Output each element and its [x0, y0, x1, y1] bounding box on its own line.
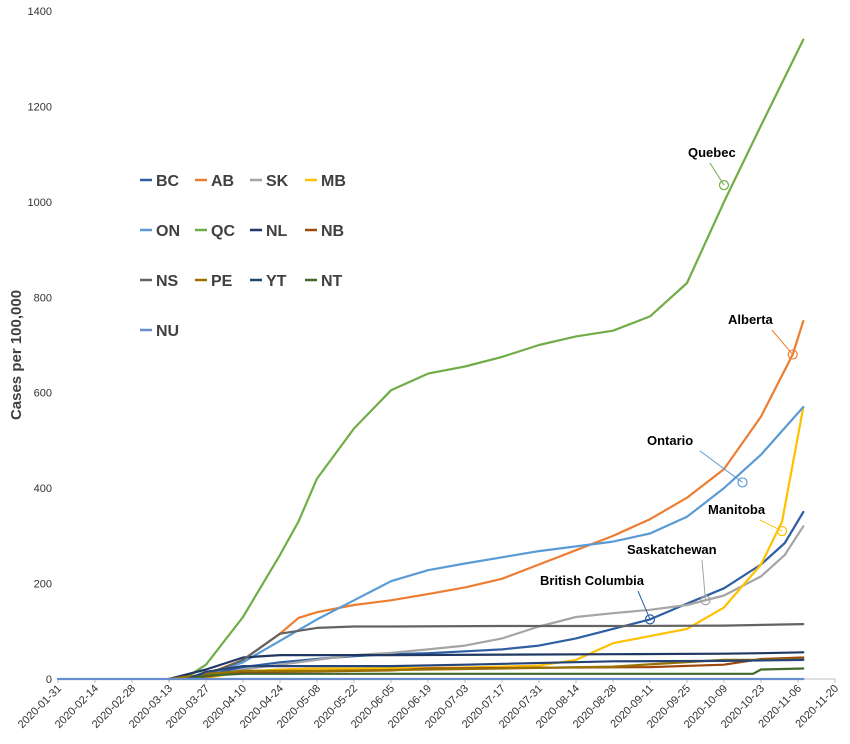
annotation-marker	[718, 180, 730, 191]
legend-item-on: ON	[140, 223, 180, 240]
legend-item-nt: NT	[305, 273, 343, 290]
legend: BC AB SK MB ON QC NL NB NS PE YT NT NU	[140, 173, 346, 340]
annotation-marker	[777, 525, 788, 537]
legend-label: BC	[156, 173, 180, 190]
y-tick-label: 600	[34, 388, 52, 400]
legend-label: NB	[321, 223, 344, 240]
annotation-marker	[700, 595, 711, 606]
legend-label: NU	[156, 323, 179, 340]
legend-label: NT	[321, 273, 343, 290]
annotation-leader	[699, 450, 743, 483]
series-lines	[56, 38, 805, 681]
annotations: Quebec Alberta Ontario Manitoba Saskatchewan…	[540, 145, 798, 625]
y-tick-label: 1200	[28, 101, 52, 113]
series-line-qc	[167, 38, 805, 681]
y-tick-label: 1400	[28, 6, 52, 18]
annotation-label: Alberta	[728, 312, 774, 327]
series-line-sk	[167, 525, 805, 681]
axes: 02004006008001000120014002020-01-312020-…	[16, 6, 841, 731]
annotation-label: British Columbia	[540, 573, 645, 588]
legend-label: NL	[266, 223, 288, 240]
annotation-label: Quebec	[688, 145, 736, 160]
legend-label: MB	[321, 173, 346, 190]
legend-item-bc: BC	[140, 173, 180, 190]
y-tick-label: 800	[34, 292, 52, 304]
y-tick-label: 1000	[28, 197, 52, 209]
series-line-on	[167, 405, 805, 681]
legend-item-yt: YT	[250, 273, 287, 290]
annotation-leader	[701, 559, 706, 601]
y-tick-label: 200	[34, 579, 52, 591]
legend-label: YT	[266, 273, 287, 290]
legend-item-ab: AB	[195, 173, 234, 190]
legend-label: SK	[266, 173, 289, 190]
legend-item-nu: NU	[140, 323, 179, 340]
legend-label: ON	[156, 223, 180, 240]
legend-item-nb: NB	[305, 223, 344, 240]
y-axis-label: Cases per 100,000	[8, 290, 25, 420]
legend-label: QC	[211, 223, 235, 240]
series-line-bc	[167, 510, 805, 681]
series-line-ns	[167, 622, 805, 681]
series-line-nl	[167, 651, 805, 681]
series-line-mb	[167, 405, 805, 681]
y-tick-label: 400	[34, 483, 52, 495]
annotation-marker	[644, 614, 656, 625]
legend-label: NS	[156, 273, 179, 290]
annotation-leader	[759, 519, 783, 532]
annotation-label: Manitoba	[708, 502, 766, 517]
legend-label: PE	[211, 273, 233, 290]
annotation-marker	[737, 477, 748, 488]
legend-label: AB	[211, 173, 234, 190]
series-line-nt	[186, 667, 805, 681]
y-tick-label: 0	[46, 674, 52, 686]
series-line-yt	[186, 658, 805, 681]
series-line-pe	[167, 658, 805, 681]
annotation-leader	[771, 329, 794, 355]
annotation-label: Saskatchewan	[627, 542, 717, 557]
legend-item-sk: SK	[250, 173, 289, 190]
legend-item-ns: NS	[140, 273, 179, 290]
legend-item-pe: PE	[195, 273, 233, 290]
annotation-label: Ontario	[647, 433, 693, 448]
series-line-ab	[167, 320, 805, 681]
annotation-leader	[637, 590, 651, 620]
legend-item-mb: MB	[305, 173, 346, 190]
legend-item-qc: QC	[195, 223, 235, 240]
legend-item-nl: NL	[250, 223, 288, 240]
annotation-marker	[787, 349, 798, 360]
